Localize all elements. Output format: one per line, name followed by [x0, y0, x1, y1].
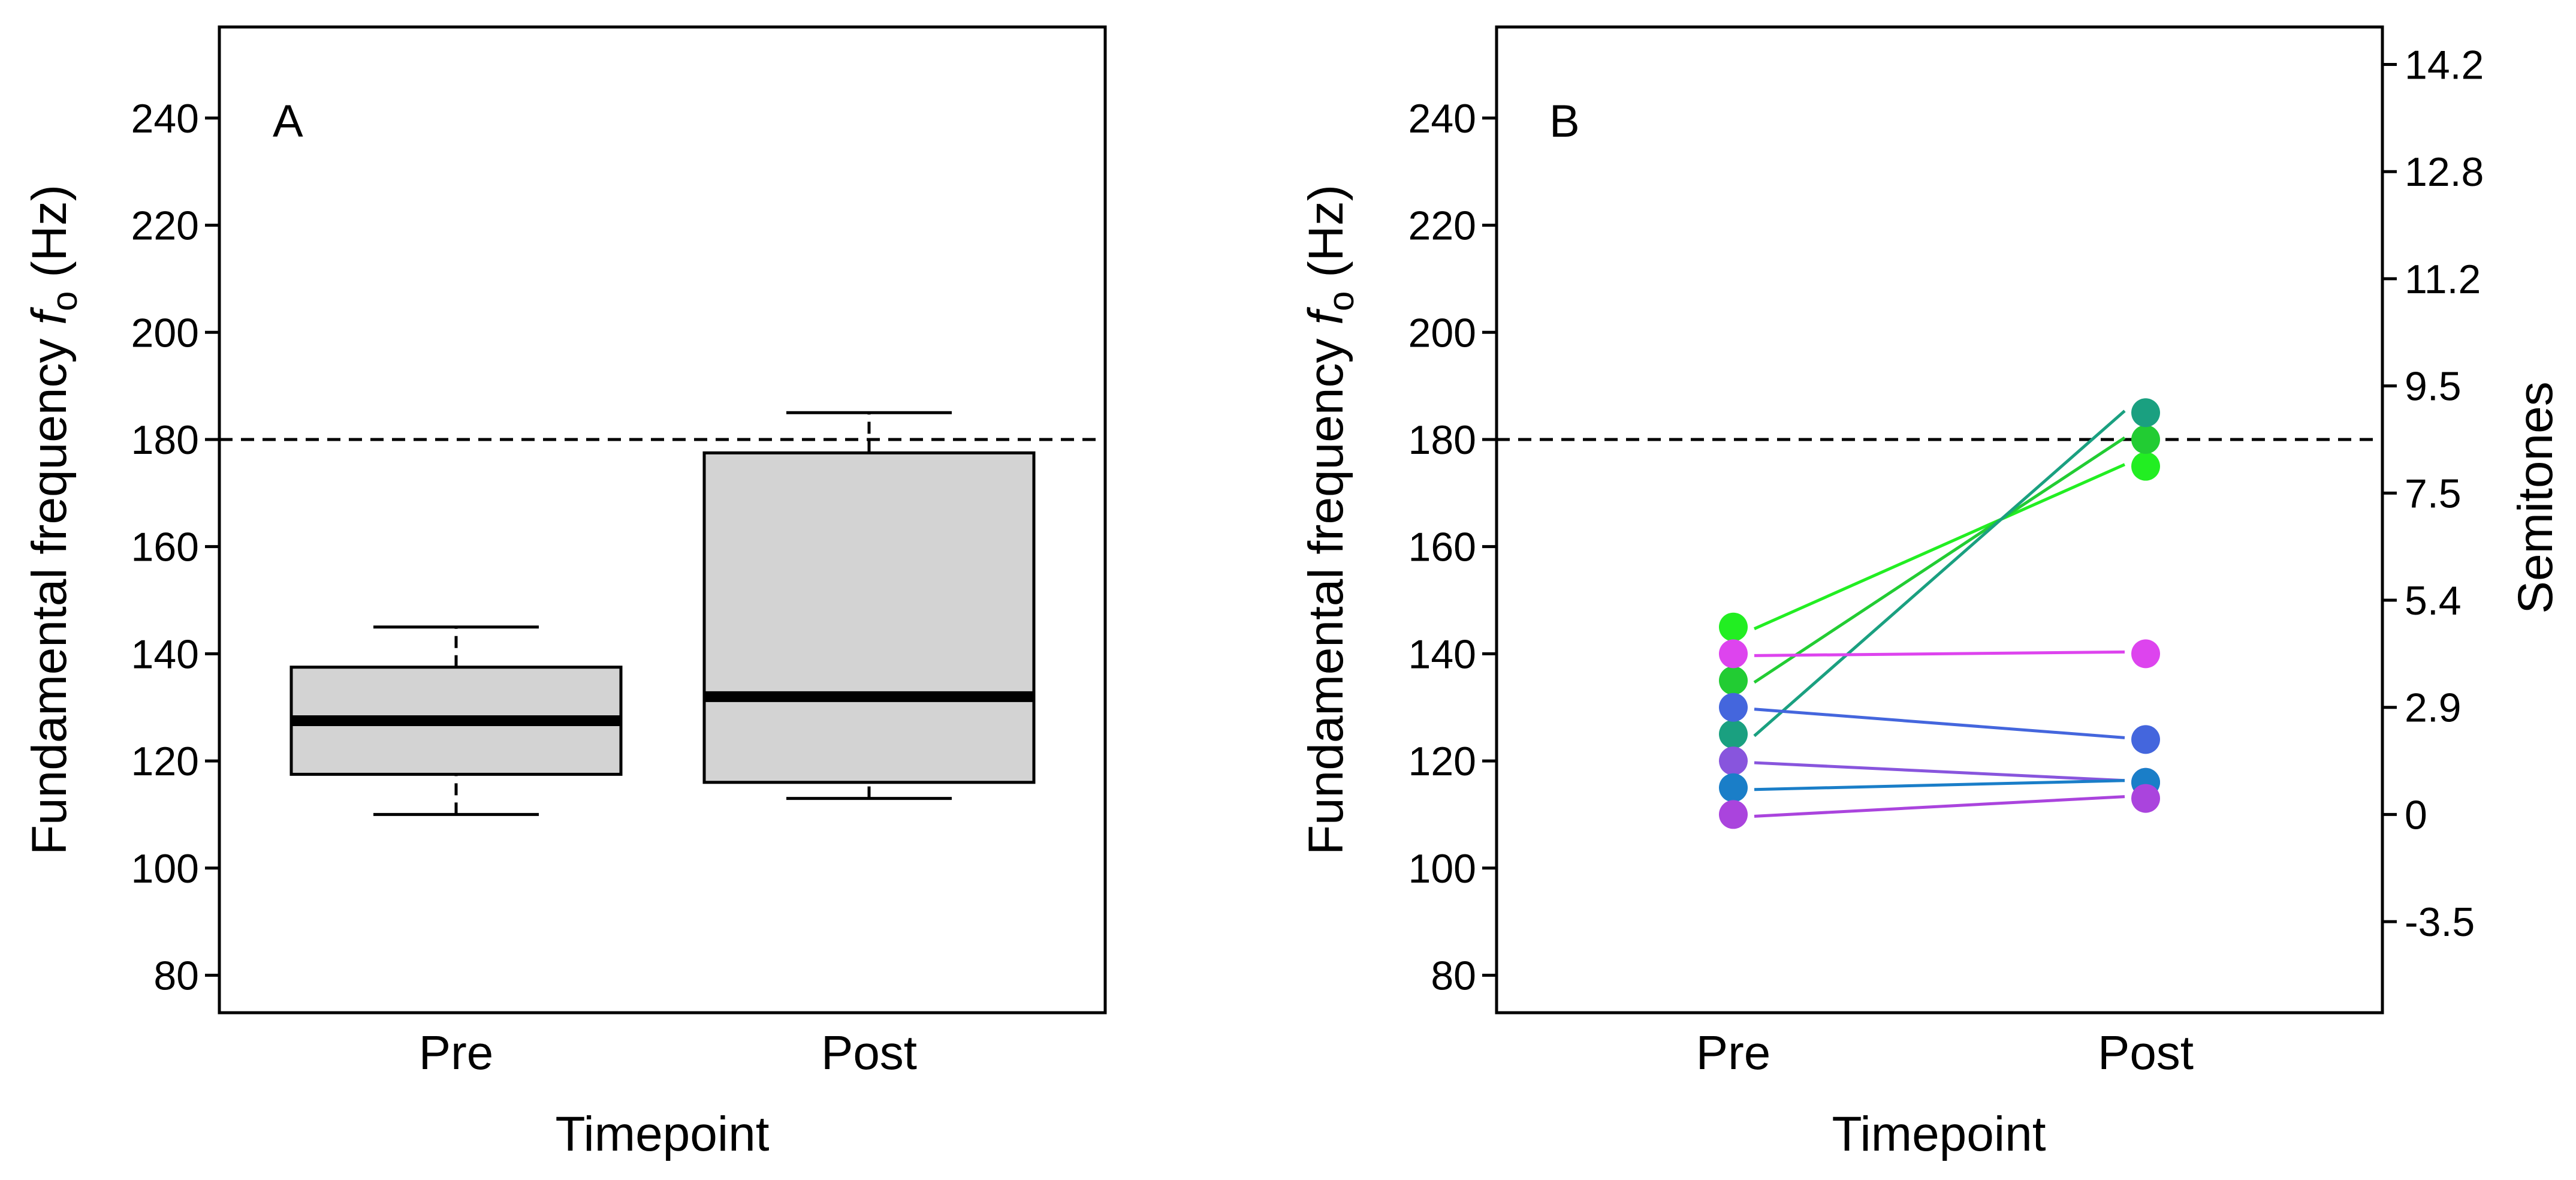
y-tick-label: 240 — [131, 96, 199, 142]
panel-b-letter: B — [1549, 96, 1580, 147]
y-tick-label: 180 — [131, 417, 199, 463]
panel-a-y-title-unit: (Hz) — [22, 185, 77, 291]
panel-b-y-title-main: Fundamental frequency — [1299, 325, 1353, 855]
y-tick-label: 200 — [1408, 310, 1476, 356]
paired-line — [1753, 463, 2126, 630]
y-tick-label: 100 — [131, 846, 199, 892]
pre-point — [1719, 746, 1748, 776]
paired-line — [1754, 650, 2125, 657]
y-tick-label: 140 — [1408, 631, 1476, 677]
y-tick-label: 100 — [1408, 846, 1476, 892]
panel-b-y-title-subscript: o — [1321, 291, 1361, 311]
post-point — [2131, 451, 2160, 481]
y2-tick-label: -3.5 — [2405, 899, 2475, 945]
panel-a: A 80 100 120 140 160 180 200 220 240 Pre Post Tim… — [22, 25, 1107, 1161]
panel-a-y-title-subscript: o — [44, 291, 85, 311]
y-tick-label: 180 — [1408, 417, 1476, 463]
y-tick-label: 160 — [131, 525, 199, 570]
x-category-label: Post — [2098, 1026, 2194, 1079]
panel-b-y2-axis-title: Semitones — [2508, 381, 2563, 613]
pre-point — [1719, 693, 1748, 722]
panel-b-y-title-unit: (Hz) — [1299, 185, 1353, 291]
panel-b-plot-frame — [1495, 25, 2384, 1015]
y-tick-label: 140 — [131, 631, 199, 677]
pre-point — [1719, 720, 1748, 749]
y2-tick-label: 7.5 — [2405, 471, 2462, 516]
panel-b-y-axis-title: Fundamental frequency fo (Hz) — [1299, 185, 1361, 855]
x-category-label: Pre — [419, 1026, 494, 1079]
panel-a-y-axis: 80 100 120 140 160 180 200 220 240 — [131, 96, 219, 998]
panel-a-plot-frame — [218, 25, 1107, 1015]
x-category-label: Pre — [1696, 1026, 1771, 1079]
pre-point — [1719, 773, 1748, 802]
paired-line — [1753, 436, 2126, 684]
panel-b-x-axis: Pre Post — [1696, 1026, 2194, 1079]
y2-tick-label: 0 — [2405, 792, 2427, 838]
post-point — [2131, 639, 2160, 669]
paired-line — [1754, 708, 2125, 739]
panel-b-secondary-y-axis: 14.2 12.8 11.2 9.5 7.5 5.4 2.9 0 -3.5 — [2382, 43, 2484, 945]
panel-a-boxes — [289, 411, 1036, 816]
iqr-box — [702, 451, 1036, 784]
y2-tick-label: 12.8 — [2405, 149, 2484, 195]
y-tick-label: 120 — [131, 739, 199, 784]
paired-line — [1754, 761, 2125, 782]
panel-b-x-axis-title: Timepoint — [1832, 1107, 2046, 1161]
pre-point — [1719, 666, 1748, 696]
y2-tick-label: 5.4 — [2405, 578, 2462, 624]
panel-b-paired-lines — [1753, 410, 2126, 818]
y2-tick-label: 11.2 — [2405, 257, 2481, 302]
panel-a-letter: A — [273, 96, 303, 147]
panel-a-y-axis-title: Fundamental frequency fo (Hz) — [22, 185, 85, 855]
post-point — [2131, 425, 2160, 454]
pre-point — [1719, 612, 1748, 642]
y-tick-label: 160 — [1408, 525, 1476, 570]
y2-tick-label: 14.2 — [2405, 43, 2484, 88]
y2-tick-label: 9.5 — [2405, 364, 2462, 410]
panel-b-points — [1719, 398, 2160, 829]
paired-line — [1753, 410, 2126, 738]
panel-b-y-axis: 80 100 120 140 160 180 200 220 240 — [1408, 96, 1497, 998]
y-tick-label: 80 — [153, 953, 199, 998]
y-tick-label: 240 — [1408, 96, 1476, 142]
y-tick-label: 220 — [131, 203, 199, 249]
y-tick-label: 220 — [1408, 203, 1476, 249]
y2-tick-label: 2.9 — [2405, 685, 2462, 731]
post-point — [2131, 398, 2160, 428]
y-tick-label: 80 — [1431, 953, 1476, 998]
post-point — [2131, 784, 2160, 813]
y-tick-label: 120 — [1408, 739, 1476, 784]
y-tick-label: 200 — [131, 310, 199, 356]
pre-point — [1719, 639, 1748, 669]
panel-a-x-axis-title: Timepoint — [556, 1107, 770, 1161]
paired-line — [1754, 779, 2125, 791]
panel-a-y-title-main: Fundamental frequency — [22, 325, 77, 855]
paired-line — [1754, 795, 2125, 818]
panel-a-x-axis: Pre Post — [419, 1026, 917, 1079]
post-point — [2131, 725, 2160, 754]
panel-b: B 80 100 120 140 160 180 200 220 240 14.2 12.8 11.… — [1299, 25, 2563, 1161]
pre-point — [1719, 800, 1748, 829]
x-category-label: Post — [821, 1026, 917, 1079]
